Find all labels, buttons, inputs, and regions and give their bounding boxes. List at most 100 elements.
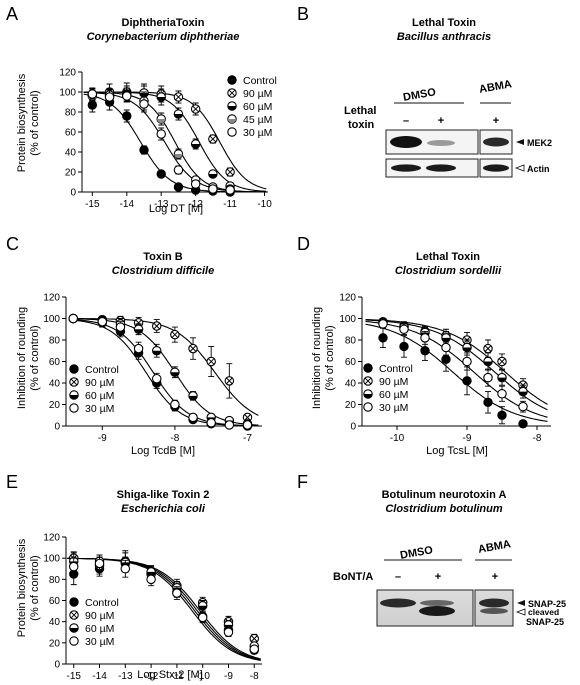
panel-title: Toxin B <box>143 251 183 263</box>
data-point <box>518 401 528 412</box>
blot-band <box>419 606 455 616</box>
x-axis-label: Log TcdB [M] <box>131 445 195 457</box>
panel-b: B Lethal Toxin Bacillus anthracis DMSO A… <box>297 4 552 178</box>
blot-band <box>427 140 455 146</box>
y-tick-label: 60 <box>49 357 61 368</box>
data-point <box>133 324 144 334</box>
data-point <box>68 313 79 324</box>
data-point <box>173 109 184 119</box>
y-tick-label: 120 <box>43 533 60 544</box>
marker-cross <box>153 322 161 330</box>
data-point <box>518 386 528 397</box>
data-point <box>69 403 79 413</box>
data-point <box>97 316 108 327</box>
panel-subtitle: Bacillus anthracis <box>397 31 491 43</box>
data-point <box>69 597 79 607</box>
legend-label: Control <box>85 364 119 376</box>
fit-curve <box>365 319 548 405</box>
dose-response-chart: 0 20 40 60 80 100 120 -15 -14 -13 -12 -11 -10 -9 -8 Con… <box>43 533 262 682</box>
band-label: MEK2 <box>527 138 552 148</box>
marker-half <box>174 154 183 159</box>
panel-c: C Toxin B Clostridium difficile 0 20 40 60 8… <box>6 234 262 457</box>
x-axis-label: Log Stx-2 [M] <box>137 669 202 681</box>
data-point <box>197 601 208 611</box>
band-label: SNAP-25 <box>526 617 564 627</box>
data-point <box>68 561 79 572</box>
treatment-label: BoNT/A <box>333 571 373 583</box>
data-point <box>227 75 237 85</box>
x-tick-label: -12 <box>188 199 203 210</box>
data-point <box>227 127 237 137</box>
marker-half <box>363 394 373 399</box>
band-label: Actin <box>527 164 550 174</box>
data-point <box>146 574 156 585</box>
panel-subtitle: Clostridium sordellii <box>395 265 502 277</box>
x-tick-label: -13 <box>118 671 133 682</box>
panel-title: Botulinum neurotoxin A <box>382 489 507 501</box>
x-tick-label: -13 <box>154 199 169 210</box>
y-tick-label: 80 <box>49 575 61 586</box>
data-point <box>69 390 79 400</box>
blot-band <box>391 164 421 172</box>
marker-cross <box>207 358 215 365</box>
data-point <box>363 363 373 373</box>
marker-cross <box>498 358 506 365</box>
x-tick-label: -8 <box>533 433 542 444</box>
data-point <box>69 610 79 620</box>
x-tick-label: -10 <box>390 433 405 444</box>
data-point <box>69 636 79 646</box>
lane-sign: – <box>395 571 401 583</box>
y-tick-label: 40 <box>65 148 77 159</box>
data-point <box>133 318 144 328</box>
marker-half <box>157 97 166 102</box>
y-tick-label: 60 <box>49 596 61 607</box>
marker-half <box>198 605 207 610</box>
legend-label: 90 µM <box>85 377 114 389</box>
lane-sign: + <box>493 115 499 127</box>
y-axis-label: Protein biosynthesis <box>16 538 28 637</box>
data-point <box>69 623 79 633</box>
data-point <box>441 342 451 353</box>
group-label-dmso: DMSO <box>399 544 434 562</box>
marker-half <box>69 628 79 633</box>
data-point <box>104 92 115 102</box>
data-point <box>497 388 507 399</box>
data-point <box>227 88 237 98</box>
panel-f: F Botulinum neurotoxin A Clostridium bot… <box>297 472 566 627</box>
panel-subtitle: Escherichia coli <box>121 503 206 515</box>
x-tick-label: -14 <box>120 199 135 210</box>
marker-half <box>170 372 180 377</box>
panel-letter: C <box>6 234 19 254</box>
data-point <box>188 343 198 354</box>
data-point <box>206 356 216 367</box>
x-tick-label: -9 <box>224 671 233 682</box>
data-point <box>170 329 180 340</box>
blot-band <box>479 598 509 608</box>
data-point <box>115 322 126 332</box>
x-tick-label: -7 <box>243 433 252 444</box>
marker-half <box>191 144 200 149</box>
y-tick-label: 80 <box>49 336 61 347</box>
y-tick-label: 60 <box>345 357 357 368</box>
x-tick-label: -14 <box>92 671 107 682</box>
legend-label: Control <box>379 363 413 375</box>
y-tick-label: 120 <box>59 68 76 79</box>
data-point <box>223 627 234 637</box>
blot-band <box>390 136 422 148</box>
y-axis-label-unit: (% of control) <box>324 325 336 390</box>
marker-half <box>69 395 79 400</box>
panel-d: D Lethal Toxin Clostridium sordellii 0 20… <box>297 234 551 457</box>
marker-half <box>157 119 166 124</box>
panel-title: Lethal Toxin <box>416 251 480 263</box>
panel-subtitle: Corynebacterium diphtheriae <box>87 31 240 43</box>
data-point <box>227 114 237 124</box>
data-point <box>156 169 166 179</box>
marker-half <box>152 350 161 355</box>
data-point <box>462 356 472 367</box>
arrow-filled-icon <box>516 139 524 145</box>
marker-half <box>462 347 472 352</box>
panel-letter: D <box>297 234 310 254</box>
y-tick-label: 20 <box>345 400 357 411</box>
legend-label: 60 µM <box>243 101 272 113</box>
